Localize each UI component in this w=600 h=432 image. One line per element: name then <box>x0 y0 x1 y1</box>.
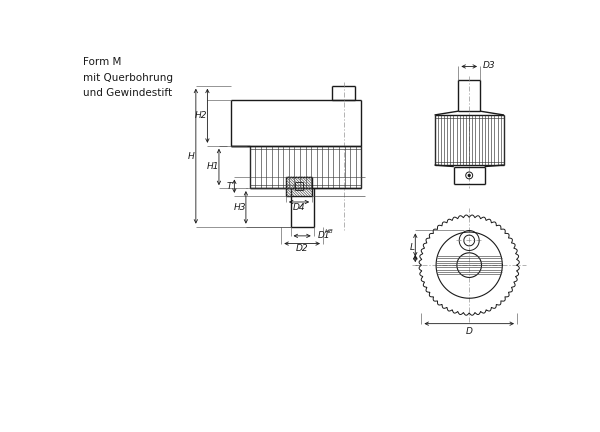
Text: T: T <box>227 182 232 191</box>
Text: D4: D4 <box>293 203 305 212</box>
Text: L: L <box>410 243 415 252</box>
Text: H2: H2 <box>195 111 208 120</box>
Text: H8: H8 <box>325 229 333 234</box>
Text: Form M
mit Querbohrung
und Gewindestift: Form M mit Querbohrung und Gewindestift <box>83 57 173 98</box>
Text: D2: D2 <box>296 245 308 254</box>
Text: D1: D1 <box>317 232 330 240</box>
Text: H1: H1 <box>206 162 219 172</box>
Text: D3: D3 <box>483 61 496 70</box>
Text: H: H <box>188 152 194 161</box>
Circle shape <box>468 175 470 176</box>
Text: H3: H3 <box>233 203 246 212</box>
Text: D: D <box>466 327 473 337</box>
